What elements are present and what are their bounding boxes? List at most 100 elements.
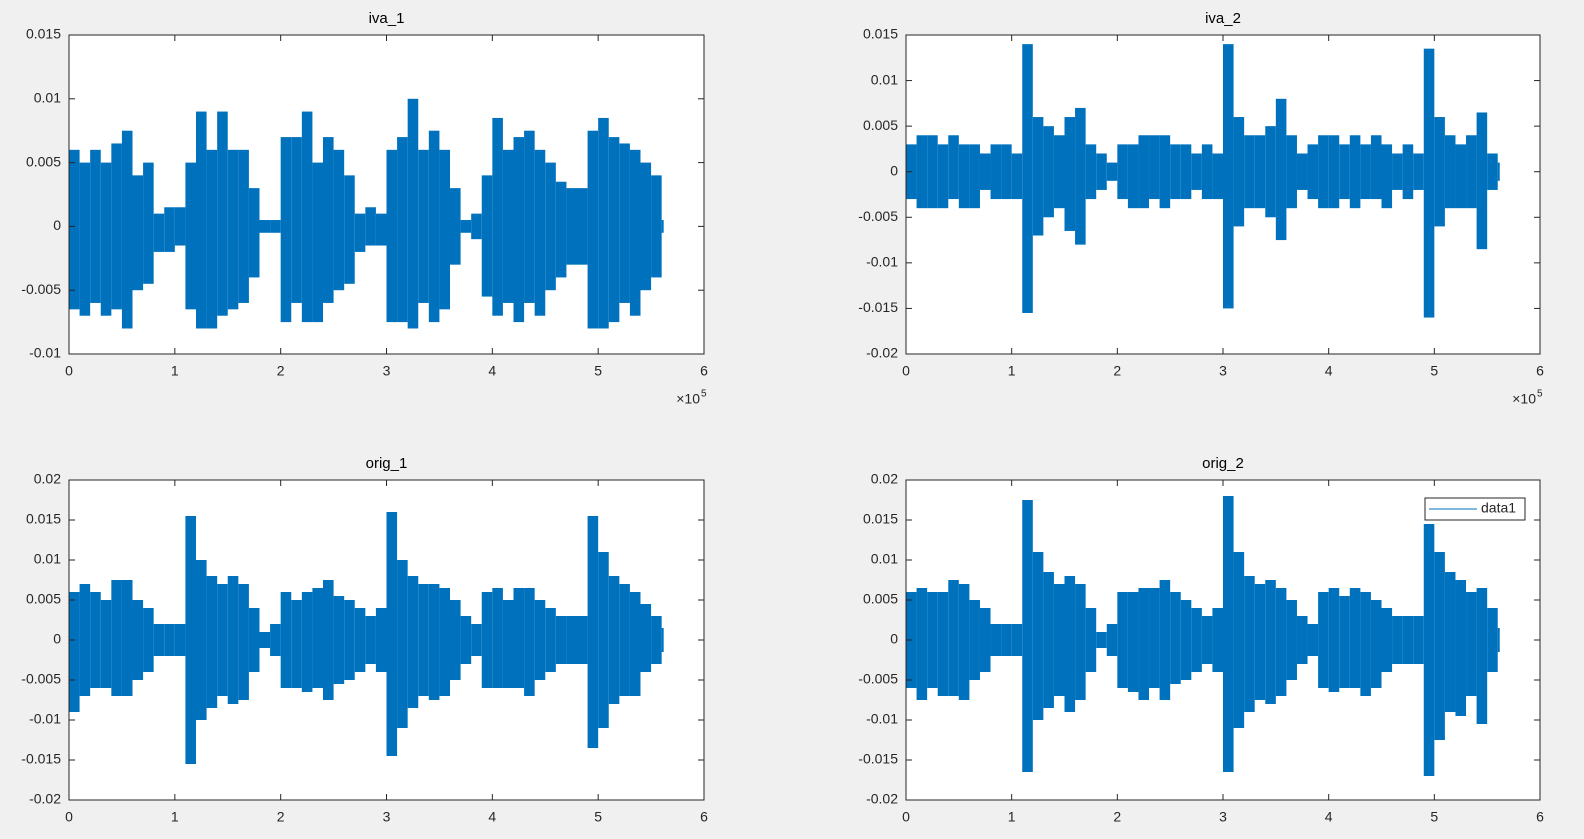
wave-segment [397, 560, 408, 728]
wave-segment [948, 135, 959, 200]
wave-segment [1053, 584, 1065, 696]
y-tick-label: 0.02 [34, 471, 61, 487]
wave-segment [375, 608, 387, 672]
x-tick-label: 0 [65, 809, 73, 825]
wave-segment [153, 213, 165, 252]
wave-segment [990, 624, 1002, 656]
wave-segment [227, 576, 239, 704]
wave-segment [1053, 135, 1065, 209]
wave-segment [333, 149, 345, 291]
x-tick-label: 4 [488, 363, 496, 379]
wave-segment [1159, 135, 1171, 209]
wave-segment [1254, 135, 1266, 209]
wave-segment [121, 130, 133, 329]
wave-segment [937, 144, 949, 209]
wave-segment [1286, 135, 1297, 209]
wave-segment [132, 175, 144, 291]
wave-segment [196, 560, 207, 720]
y-tick-label: 0.01 [34, 551, 61, 567]
wave-segment [1349, 135, 1361, 209]
wave-segment [577, 616, 588, 664]
x-tick-label: 0 [902, 809, 910, 825]
wave-segment [1075, 584, 1086, 700]
wave-segment [386, 149, 398, 323]
wave-segment [121, 580, 133, 696]
legend: data1 [1424, 497, 1526, 521]
y-tick-label: -0.01 [866, 254, 898, 270]
wave-segment [79, 162, 91, 316]
x-tick-label: 6 [700, 363, 708, 379]
chart-title: iva_2 [1205, 10, 1241, 27]
wave-segment [1487, 608, 1498, 672]
y-tick-label: -0.005 [858, 208, 898, 224]
waveform [906, 496, 1500, 776]
y-tick-label: 0.005 [863, 591, 898, 607]
wave-segment [640, 162, 652, 291]
wave-segment [323, 580, 334, 700]
wave-segment [619, 143, 630, 303]
x-tick-label: 3 [383, 363, 391, 379]
wave-segment [407, 576, 419, 708]
x-tick-label: 4 [1325, 809, 1333, 825]
wave-segment [1265, 580, 1276, 704]
x-tick-label: 5 [594, 363, 602, 379]
x-tick-label: 0 [65, 363, 73, 379]
wave-segment [1339, 596, 1350, 688]
wave-segment [1064, 576, 1076, 712]
waveform [69, 98, 664, 329]
wave-segment [1201, 616, 1213, 664]
wave-segment [969, 600, 980, 680]
wave-segment [111, 143, 122, 310]
wave-segment [545, 162, 556, 291]
wave-segment [1296, 616, 1308, 664]
wave-segment [333, 596, 345, 684]
wave-segment [291, 137, 302, 303]
wave-segment [185, 516, 196, 764]
y-tick-label: -0.015 [858, 299, 898, 315]
wave-segment [312, 588, 323, 688]
wave-segment [566, 616, 577, 664]
x-tick-label: 5 [1430, 363, 1438, 379]
y-tick-label: -0.005 [858, 671, 898, 687]
y-tick-label: -0.02 [866, 791, 898, 807]
wave-segment [1307, 624, 1319, 656]
wave-segment [502, 149, 514, 303]
wave-segment [206, 149, 218, 329]
y-tick-label: -0.015 [21, 751, 61, 767]
wave-segment [1127, 592, 1139, 692]
wave-segment [1328, 135, 1340, 209]
wave-segment [598, 117, 609, 329]
wave-segment [1360, 144, 1371, 200]
x-tick-label: 4 [488, 809, 496, 825]
x-tick-label: 5 [594, 809, 602, 825]
wave-segment [1032, 552, 1044, 720]
wave-segment [143, 608, 154, 672]
wave-segment [206, 576, 218, 708]
wave-segment [1106, 162, 1118, 181]
wave-segment [428, 584, 440, 700]
wave-segment [587, 516, 599, 748]
wave-segment [492, 117, 503, 316]
y-tick-label: -0.02 [866, 345, 898, 361]
wave-segment [1244, 135, 1255, 209]
y-tick-label: -0.01 [29, 345, 61, 361]
wave-segment [661, 220, 664, 233]
wave-segment [1159, 580, 1171, 700]
wave-segment [1349, 588, 1361, 688]
wave-segment [1085, 608, 1097, 672]
wave-segment [481, 592, 493, 688]
wave-segment [1339, 144, 1350, 200]
y-tick-label: 0.005 [26, 591, 61, 607]
y-tick-label: 0 [890, 631, 898, 647]
wave-segment [174, 207, 186, 246]
wave-segment [608, 137, 620, 323]
wave-segment [1223, 496, 1234, 772]
y-tick-label: -0.01 [29, 711, 61, 727]
x-tick-label: 3 [1219, 809, 1227, 825]
y-tick-label: 0.015 [863, 511, 898, 527]
wave-segment [1296, 153, 1308, 190]
x-tick-label: 1 [1008, 363, 1016, 379]
wave-segment [1096, 153, 1107, 190]
